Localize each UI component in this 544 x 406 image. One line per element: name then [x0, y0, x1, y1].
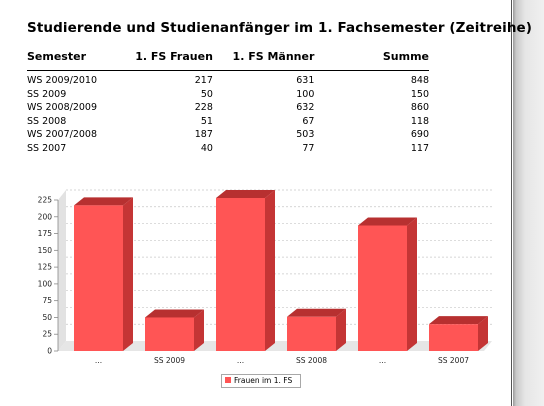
statistics-table: Semester 1. FS Frauen 1. FS Männer Summe… — [27, 50, 429, 155]
x-tick-label: ... — [237, 356, 244, 365]
y-tick-label: 100 — [38, 279, 53, 288]
cell-sum: 150 — [410, 88, 429, 100]
table-row: SS 2008 51 67 118 — [27, 115, 429, 129]
cell-women: 228 — [194, 102, 213, 113]
bar-side — [407, 217, 417, 351]
cell-sum: 848 — [410, 75, 429, 86]
y-tick-label: 25 — [42, 330, 52, 339]
y-tick-label: 125 — [38, 263, 53, 272]
bar-top — [216, 189, 275, 198]
table-header-row: Semester 1. FS Frauen 1. FS Männer Summe — [27, 50, 429, 71]
x-tick-label: ... — [95, 356, 102, 365]
bar — [74, 205, 123, 351]
column-header-men: 1. FS Männer — [212, 50, 315, 71]
cell-men: 632 — [296, 102, 315, 113]
cell-semester: SS 2008 — [27, 115, 67, 127]
bar-top — [74, 197, 133, 206]
table-row: SS 2007 40 77 117 — [27, 142, 429, 156]
y-tick-label: 50 — [42, 313, 52, 322]
cell-women: 187 — [194, 129, 213, 140]
cell-semester: WS 2007/2008 — [27, 129, 97, 140]
cell-sum: 117 — [410, 142, 429, 154]
y-tick-label: 200 — [38, 212, 53, 221]
cell-semester: SS 2009 — [27, 88, 67, 100]
legend-swatch — [225, 377, 231, 383]
x-tick-label: SS 2008 — [296, 356, 327, 365]
bar-top — [287, 308, 346, 317]
y-tick-label: 0 — [47, 347, 52, 356]
bar — [358, 225, 407, 351]
chart-side-wall — [58, 190, 66, 351]
column-header-women: 1. FS Frauen — [128, 50, 213, 71]
bar-side — [336, 308, 346, 351]
bar-side — [478, 316, 488, 351]
cell-semester: WS 2009/2010 — [27, 75, 97, 86]
table-row: WS 2009/2010 217 631 848 — [27, 71, 429, 88]
bar-side — [194, 309, 204, 351]
table-row: SS 2009 50 100 150 — [27, 88, 429, 102]
y-tick-label: 75 — [42, 296, 52, 305]
y-tick-label: 175 — [38, 229, 53, 238]
cell-women: 51 — [200, 115, 213, 127]
column-header-sum: Summe — [314, 50, 429, 71]
cell-women: 217 — [194, 75, 213, 86]
cell-semester: WS 2008/2009 — [27, 102, 97, 113]
table-row: WS 2008/2009 228 632 860 — [27, 101, 429, 115]
x-tick-label: SS 2009 — [154, 356, 185, 365]
cell-men: 77 — [302, 142, 315, 154]
content-panel: Studierende und Studienanfänger im 1. Fa… — [27, 0, 532, 406]
bar-top — [429, 316, 488, 325]
legend-label: Frauen im 1. FS — [234, 376, 293, 385]
cell-men: 503 — [296, 129, 315, 140]
cell-sum: 690 — [410, 129, 429, 140]
cell-women: 50 — [200, 88, 213, 100]
cell-women: 40 — [200, 142, 213, 154]
bar-side — [123, 197, 133, 351]
x-tick-label: SS 2007 — [438, 356, 469, 365]
bar-top — [358, 217, 417, 226]
cell-sum: 118 — [410, 115, 429, 127]
bar — [287, 316, 336, 351]
bar — [216, 197, 265, 351]
page-title: Studierende und Studienanfänger im 1. Fa… — [27, 20, 533, 36]
chart-legend: Frauen im 1. FS — [221, 374, 301, 388]
cell-men: 67 — [302, 115, 315, 127]
bar — [145, 317, 194, 351]
cell-men: 631 — [296, 75, 315, 86]
bar-top — [145, 309, 204, 318]
cell-semester: SS 2007 — [27, 142, 67, 154]
cell-men: 100 — [296, 88, 315, 100]
y-tick-label: 225 — [38, 196, 53, 205]
table-row: WS 2007/2008 187 503 690 — [27, 128, 429, 142]
bar-chart: 0 25 50 75 100 125 150 175 200 225... SS 2009... SS… — [38, 189, 492, 365]
column-header-semester: Semester — [27, 50, 129, 71]
bar — [429, 324, 478, 351]
x-tick-label: ... — [379, 356, 386, 365]
window-shadow — [513, 0, 544, 406]
y-tick-label: 150 — [38, 246, 53, 255]
bar-side — [265, 189, 275, 351]
cell-sum: 860 — [410, 102, 429, 113]
